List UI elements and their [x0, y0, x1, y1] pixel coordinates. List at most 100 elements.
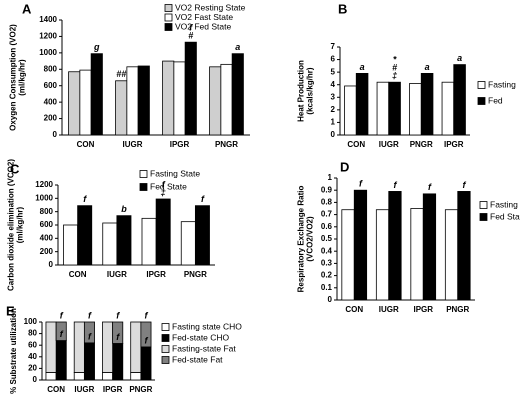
annotation: f	[116, 332, 120, 342]
bar	[344, 85, 357, 136]
bar	[63, 224, 79, 266]
bar	[83, 321, 95, 344]
x-tick-label: IPGR	[103, 385, 123, 394]
y-tick-label: 200	[44, 114, 58, 123]
legend-label: Fed State	[490, 211, 520, 221]
legend-swatch	[164, 13, 173, 22]
y-tick-label: 100	[24, 317, 38, 326]
x-tick-label: PNGR	[184, 270, 207, 279]
bar	[410, 208, 424, 301]
annotation: b	[121, 204, 127, 214]
bar	[140, 346, 152, 381]
y-axis-label: Respiratory Exchange Ratio	[297, 186, 306, 293]
bar	[194, 205, 210, 266]
x-tick-label: CON	[347, 140, 365, 149]
y-tick-label: 7	[331, 42, 336, 51]
y-tick-label: 0.3	[321, 259, 333, 268]
panel-letter: B	[338, 1, 347, 16]
bar	[68, 71, 81, 136]
bar	[355, 73, 369, 136]
legend-label: Fed-state CHO	[172, 332, 230, 342]
y-tick-label: 400	[44, 97, 58, 106]
bar	[83, 342, 95, 381]
bar	[45, 372, 57, 381]
y-tick-label: 1	[331, 118, 336, 127]
x-tick-label: PNGR	[446, 305, 469, 314]
y-tick-label: 800	[40, 207, 54, 216]
y-tick-label: 4	[331, 80, 336, 89]
y-axis-label: Oxygen Consumption (VO2)	[9, 24, 18, 131]
bar	[102, 372, 114, 381]
panel-letter: A	[22, 1, 32, 16]
annotation: f	[462, 180, 466, 190]
y-tick-label: 600	[44, 81, 58, 90]
x-tick-label: IUGR	[74, 385, 94, 394]
legend-label: Fed State	[150, 181, 187, 191]
bar	[55, 340, 67, 381]
bar	[112, 343, 124, 381]
legend-label: VO2 Fed State	[175, 21, 231, 31]
y-tick-label: 0.4	[321, 246, 333, 255]
bar	[77, 205, 93, 266]
x-tick-label: CON	[77, 140, 95, 149]
legend-swatch	[161, 334, 170, 342]
bar	[457, 191, 471, 301]
bar	[112, 321, 124, 344]
y-axis-label: % Substrate utilization	[9, 308, 18, 394]
bar	[130, 321, 142, 373]
y-tick-label: 1	[328, 173, 333, 182]
legend-label: VO2 Resting State	[175, 2, 246, 12]
bar	[453, 64, 466, 136]
y-axis-label: (kcals/kg/hr)	[306, 67, 315, 114]
y-axis-label: (ml/kg/hr)	[18, 59, 27, 96]
x-tick-label: IUGR	[379, 305, 399, 314]
annotation: f	[162, 179, 166, 189]
annotation: f	[359, 179, 363, 189]
annotation: f	[393, 180, 397, 190]
legend-swatch	[164, 4, 173, 12]
bar	[388, 191, 402, 301]
y-tick-label: 0	[53, 130, 58, 139]
bar	[231, 53, 244, 136]
legend-label: Fed	[488, 95, 503, 105]
bar	[341, 209, 355, 301]
annotation: a	[457, 53, 462, 63]
y-tick-label: 1000	[35, 193, 53, 202]
annotation: ##	[116, 69, 126, 79]
y-tick-label: 0.2	[321, 271, 333, 280]
bar	[420, 73, 434, 136]
bar	[220, 63, 233, 136]
annotation: #	[392, 63, 397, 73]
y-axis-label: (VCO2/VO2)	[306, 216, 315, 262]
legend-swatch	[139, 183, 148, 191]
y-tick-label: 0.5	[321, 234, 333, 243]
annotation: f	[144, 335, 148, 345]
x-tick-label: IUGR	[379, 140, 399, 149]
y-tick-label: 0.8	[321, 198, 333, 207]
x-tick-label: PNGR	[410, 140, 433, 149]
annotation: f	[88, 310, 92, 320]
bar	[409, 83, 422, 136]
legend-swatch	[164, 23, 173, 31]
legend-swatch	[161, 345, 170, 353]
x-tick-label: IPGR	[146, 270, 166, 279]
y-tick-label: 20	[28, 364, 37, 373]
y-axis-label: (ml/kg/hr)	[16, 206, 25, 243]
annotation: f	[189, 23, 193, 33]
panel-letter: C	[10, 161, 20, 176]
y-tick-label: 1200	[39, 32, 57, 41]
bar	[116, 215, 132, 266]
bar	[73, 321, 85, 373]
x-tick-label: PNGR	[215, 140, 238, 149]
y-tick-label: 2	[331, 105, 336, 114]
bar	[115, 80, 128, 136]
legend-swatch	[161, 323, 170, 331]
annotation: ‡	[161, 187, 166, 197]
legend-swatch	[477, 81, 486, 89]
legend-swatch	[479, 213, 488, 221]
x-tick-label: CON	[345, 305, 363, 314]
bar	[388, 81, 401, 136]
annotation: #	[188, 31, 193, 41]
legend-label: Fasting	[488, 79, 516, 89]
y-tick-label: 0	[33, 375, 38, 384]
